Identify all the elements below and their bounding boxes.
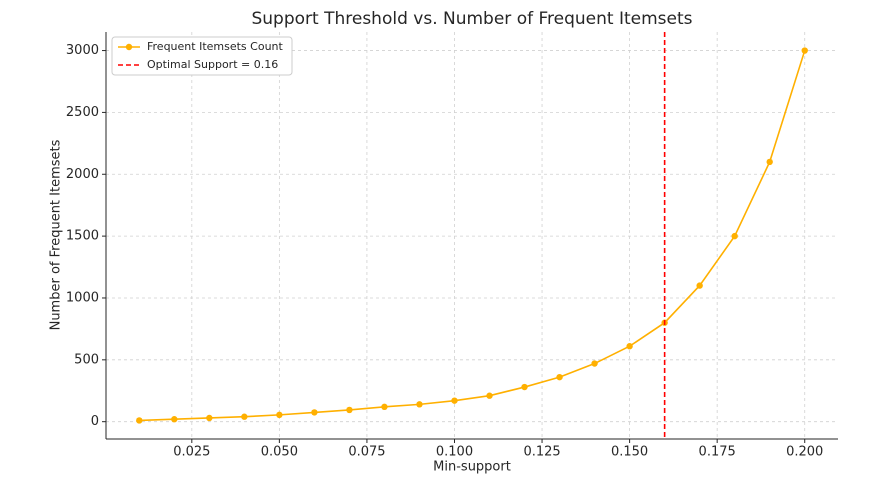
x-tick-label: 0.175 xyxy=(699,445,736,460)
point xyxy=(591,360,598,367)
x-tick-label: 0.100 xyxy=(436,445,473,460)
y-tick-label: 1000 xyxy=(66,290,99,305)
point xyxy=(626,343,633,350)
point xyxy=(696,282,703,289)
legend-swatch xyxy=(125,43,133,51)
point xyxy=(521,383,528,391)
x-axis-label: Min-support xyxy=(433,460,511,475)
point xyxy=(801,47,808,54)
point xyxy=(451,397,458,404)
point xyxy=(731,232,738,240)
legend-label: Frequent Itemsets Count xyxy=(147,40,284,53)
point xyxy=(241,413,248,420)
point xyxy=(381,403,388,411)
y-tick-label: 500 xyxy=(74,352,99,367)
point xyxy=(206,414,213,422)
y-tick-label: 1500 xyxy=(66,229,99,244)
y-tick-label: 2000 xyxy=(66,167,99,182)
line xyxy=(139,50,806,422)
y-tick-label: 0 xyxy=(91,414,99,429)
point xyxy=(556,373,563,381)
x-tick-label: 0.150 xyxy=(611,445,648,460)
x-tick-label: 0.050 xyxy=(261,445,298,460)
chart-title: Support Threshold vs. Number of Frequent… xyxy=(251,9,692,29)
y-axis-label: Number of Frequent Itemsets xyxy=(49,139,64,330)
point xyxy=(276,411,283,419)
point xyxy=(171,416,178,423)
y-tick-label: 3000 xyxy=(66,43,99,58)
legend-label: Optimal Support = 0.16 xyxy=(147,58,278,71)
x-tick-label: 0.025 xyxy=(173,445,210,460)
point xyxy=(136,417,143,424)
x-tick-label: 0.125 xyxy=(523,445,560,460)
legend-box xyxy=(111,36,293,76)
point xyxy=(416,401,423,408)
point xyxy=(486,392,493,399)
point xyxy=(766,158,773,166)
x-tick-label: 0.075 xyxy=(348,445,385,460)
point xyxy=(346,406,353,414)
x-tick-label: 0.200 xyxy=(786,445,823,460)
point xyxy=(311,409,318,416)
y-tick-label: 2500 xyxy=(66,105,99,120)
